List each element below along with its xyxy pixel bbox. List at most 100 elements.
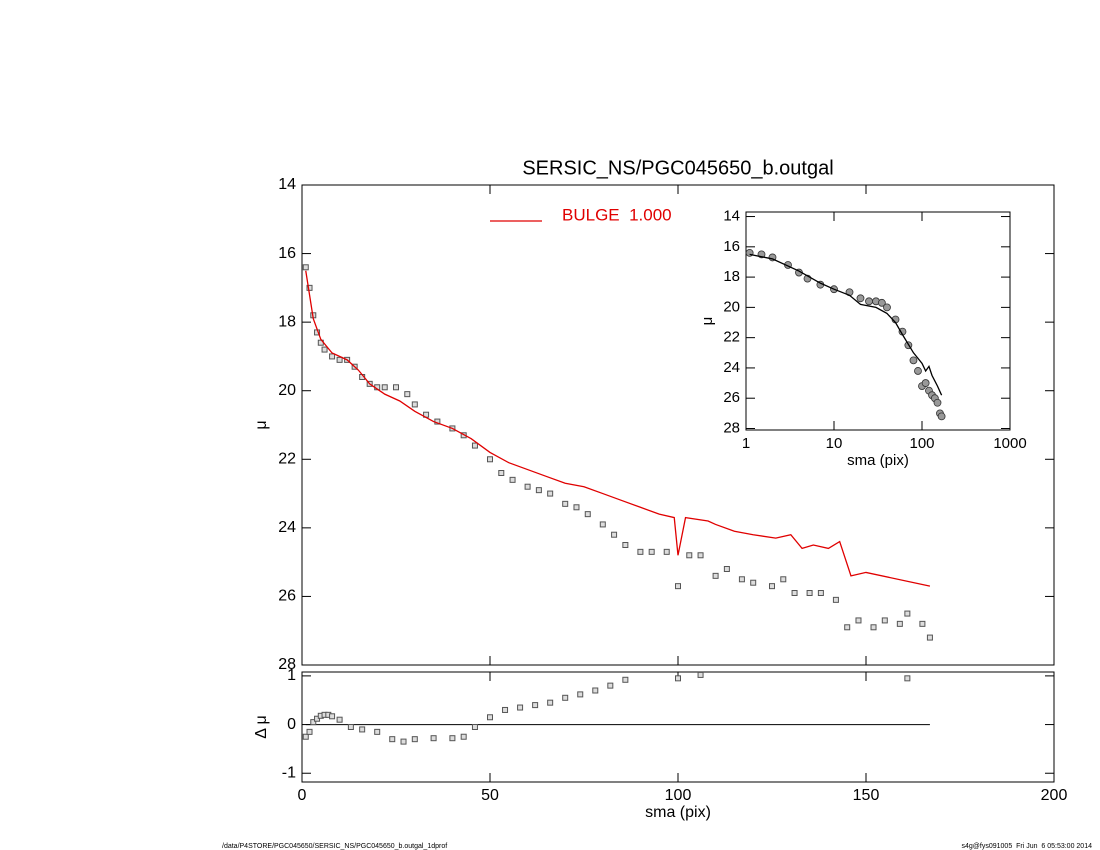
data-point — [404, 391, 411, 398]
data-point — [374, 728, 381, 735]
data-point — [535, 487, 542, 494]
data-point — [389, 736, 396, 743]
x-tick-label: 1 — [742, 435, 750, 452]
data-point — [909, 356, 918, 365]
y-tick-label: 16 — [278, 245, 296, 262]
y-tick-label: 14 — [278, 176, 296, 193]
data-point — [577, 691, 584, 698]
footer-right: s4g@fys091005 Fri Jun 6 05:53:00 2014 — [962, 843, 1093, 850]
x-axis-label: sma (pix) — [645, 804, 711, 821]
model-line — [305, 270, 931, 587]
x-tick-label: 100 — [665, 787, 692, 804]
data-point — [411, 401, 418, 408]
y-tick-label: 14 — [723, 208, 740, 225]
data-point — [817, 590, 824, 596]
data-point — [933, 398, 942, 407]
y-tick-label: -1 — [282, 764, 296, 781]
data-point — [599, 521, 606, 528]
data-point — [532, 702, 539, 709]
data-point — [921, 379, 930, 387]
x-tick-label: 100 — [909, 435, 934, 452]
data-point — [336, 716, 343, 723]
data-point — [904, 610, 911, 617]
data-point — [723, 566, 730, 572]
y-tick-label: 24 — [278, 519, 296, 536]
data-point — [904, 675, 911, 682]
x-tick-label: 10 — [826, 435, 843, 452]
data-point — [310, 719, 317, 726]
data-point — [302, 264, 309, 271]
data-point — [881, 617, 888, 624]
y-axis-label: μ — [253, 420, 270, 429]
data-point — [487, 456, 493, 463]
data-point — [509, 476, 516, 483]
y-tick-label: 28 — [723, 419, 740, 436]
data-point — [856, 294, 865, 303]
y-tick-label: 16 — [723, 238, 740, 255]
data-point — [592, 687, 599, 694]
y-tick-label: 1 — [287, 667, 296, 684]
x-tick-label: 150 — [853, 787, 880, 804]
data-point — [502, 706, 509, 713]
data-point — [896, 620, 903, 627]
data-point — [611, 531, 618, 538]
legend-label: BULGE 1.000 — [562, 205, 672, 224]
model-line — [749, 253, 943, 396]
data-point — [359, 726, 366, 733]
data-point — [738, 576, 745, 583]
plot-frame — [301, 671, 1055, 783]
x-tick-label: 50 — [481, 787, 499, 804]
data-point — [347, 724, 354, 730]
data-point — [919, 620, 926, 627]
data-point — [393, 384, 399, 391]
data-point — [562, 694, 569, 701]
data-point — [750, 579, 757, 586]
data-point — [547, 490, 554, 497]
data-point — [471, 724, 478, 730]
data-point — [844, 624, 851, 631]
chart-title: SERSIC_NS/PGC045650_b.outgal — [522, 157, 833, 179]
plot-frame — [301, 184, 1055, 666]
y-tick-label: 18 — [278, 313, 296, 330]
x-axis-label: sma (pix) — [847, 452, 909, 469]
y-tick-label: 20 — [278, 382, 296, 399]
data-point — [806, 590, 813, 596]
data-point — [926, 634, 933, 641]
y-tick-label: 0 — [287, 716, 296, 733]
y-tick-label: 26 — [723, 389, 740, 406]
data-point — [675, 675, 681, 682]
data-point — [870, 624, 877, 631]
data-point — [302, 733, 309, 740]
data-point — [697, 671, 704, 678]
data-point — [607, 682, 614, 689]
data-point — [460, 733, 467, 740]
y-tick-label: 28 — [278, 656, 296, 673]
data-point — [648, 548, 655, 555]
data-point — [400, 738, 407, 745]
data-point — [584, 511, 591, 518]
data-point — [675, 583, 681, 590]
data-point — [865, 297, 873, 306]
y-tick-label: 24 — [723, 359, 740, 376]
data-point — [411, 736, 418, 743]
data-point — [524, 483, 531, 490]
data-point — [321, 346, 328, 353]
data-point — [832, 596, 839, 603]
data-point — [622, 676, 629, 683]
data-point — [663, 548, 670, 555]
data-point — [329, 353, 336, 360]
data-point — [329, 713, 336, 720]
data-point — [449, 735, 456, 742]
y-axis-label: Δ μ — [253, 715, 270, 738]
plot-frame — [745, 211, 1011, 431]
y-axis-label: μ — [699, 317, 716, 326]
y-tick-label: 20 — [723, 298, 740, 315]
data-point — [381, 384, 388, 391]
data-point — [937, 412, 946, 421]
y-tick-label: 26 — [278, 588, 296, 605]
footer-left: /data/P4STORE/PGC045650/SERSIC_NS/PGC045… — [222, 843, 447, 850]
data-point — [487, 714, 493, 721]
data-point — [471, 442, 478, 449]
data-point — [547, 699, 554, 706]
